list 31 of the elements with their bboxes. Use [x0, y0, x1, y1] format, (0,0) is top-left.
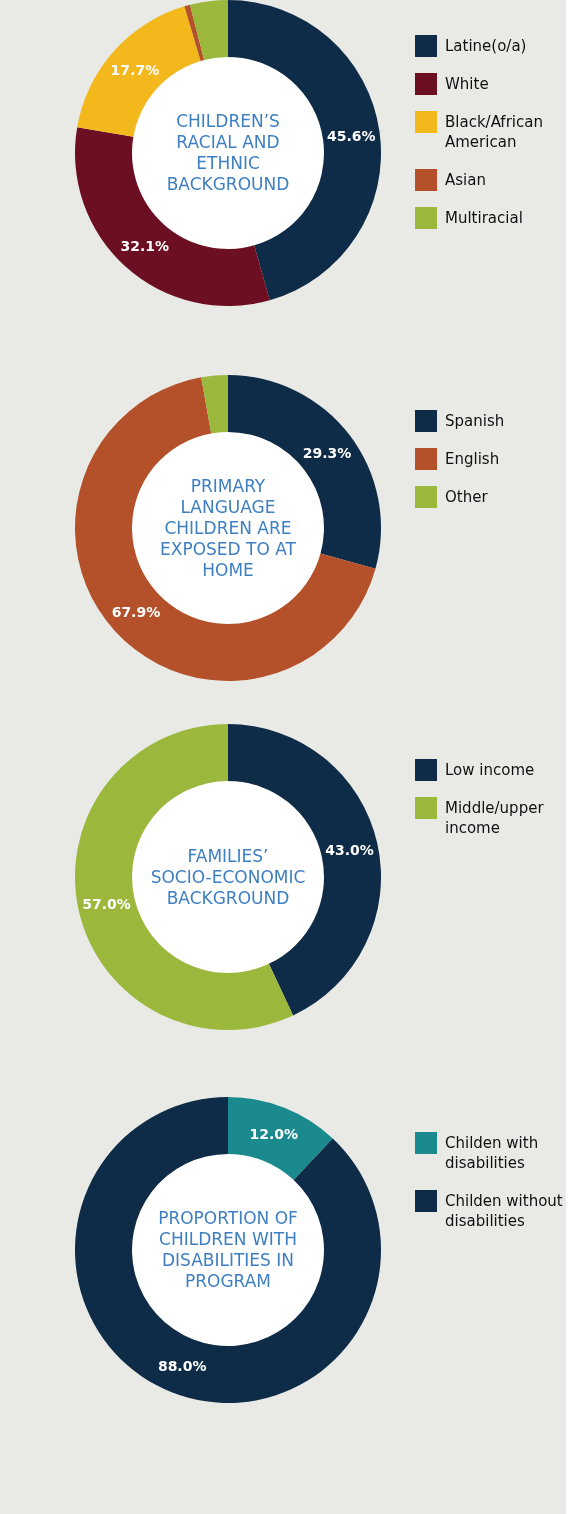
legend-label: Latine(o/a)	[445, 37, 527, 56]
data-label: 57.0%	[82, 896, 131, 913]
text: PROPORTION OF CHILDREN WITH DISABILITIES IN PROGRAM	[158, 1208, 298, 1292]
legend-label: Low income	[445, 761, 535, 780]
legend-label: Spanish	[445, 412, 505, 431]
legend-label: Childen without disabilities	[445, 1192, 563, 1231]
text: PRIMARY LANGUAGE CHILDREN ARE EXPOSED TO AT HOME	[160, 475, 297, 580]
legend-label: Multiracial	[445, 209, 523, 228]
donut-slice	[228, 1097, 333, 1181]
data-label: 67.9%	[111, 603, 161, 620]
data-label: 45.6%	[327, 127, 376, 144]
legend-label: English	[445, 450, 500, 469]
text: FAMILIES’ SOCIO-ECONOMIC BACKGROUND	[150, 845, 306, 908]
donut-slice	[184, 4, 205, 61]
donut-slice	[201, 375, 228, 434]
legend-label: Other	[445, 488, 489, 507]
donut-slice	[75, 377, 376, 681]
donut-slice	[189, 0, 228, 61]
donut-slice	[75, 1097, 381, 1403]
data-label: 43.0%	[325, 841, 374, 858]
legend-label: Black/African American	[445, 113, 543, 152]
text: CHILDREN’S RACIAL AND ETHNIC BACKGROUND	[166, 111, 290, 195]
data-label: 12.0%	[249, 1126, 299, 1143]
data-label: 32.1%	[120, 237, 170, 254]
data-label: 17.7%	[110, 62, 160, 79]
legend-label: White	[445, 75, 489, 94]
data-label: 29.3%	[302, 444, 352, 461]
legend-label: Childen with disabilities	[445, 1134, 539, 1173]
legend-label: Middle/upper income	[445, 799, 545, 838]
data-label: 88.0%	[157, 1357, 207, 1374]
legend-label: Asian	[445, 171, 486, 190]
